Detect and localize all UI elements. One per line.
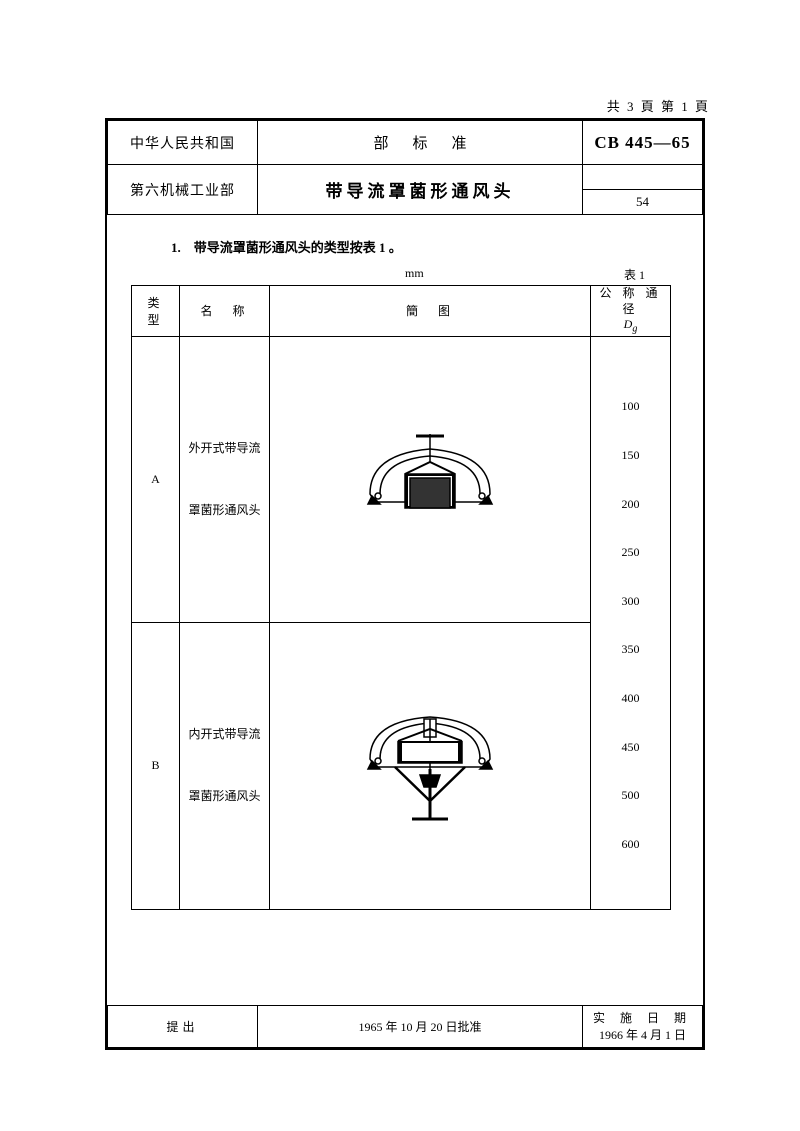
table-row: A 外开式带导流 罩菌形通风头: [132, 336, 671, 623]
name-a: 外开式带导流 罩菌形通风头: [180, 336, 270, 623]
eff-date: 1966 年 4 月 1 日: [599, 1028, 686, 1042]
header-empty: [583, 165, 703, 190]
dg-values-list: 100 150 200 250 300 350 400 450 500 600: [591, 337, 670, 909]
intro-text: 1. 带导流罩菌形通风头的类型按表 1 。: [171, 237, 685, 256]
dg-value: 450: [591, 740, 670, 755]
type-a: A: [132, 336, 180, 623]
dg-label: 公 称 通 径: [599, 286, 661, 316]
footer-block: 提出 1965 年 10 月 20 日批准 实 施 日 期 1966 年 4 月…: [107, 1005, 703, 1048]
th-type: 类 型: [132, 286, 180, 337]
footer-effective: 实 施 日 期 1966 年 4 月 1 日: [583, 1006, 703, 1048]
standard-label: 部标准: [258, 121, 583, 165]
unit-label: mm: [405, 266, 424, 283]
type-b: B: [132, 623, 180, 910]
page-info: 共 3 頁 第 1 頁: [607, 96, 710, 115]
table-caption: 表 1: [624, 266, 645, 283]
name-b-2: 罩菌形通风头: [188, 789, 260, 803]
table-header-row: 类 型 名 称 簡 图 公 称 通 径 Dg: [132, 286, 671, 337]
dg-value: 200: [591, 497, 670, 512]
sub-code: 54: [583, 190, 703, 215]
issuer-line2: 第六机械工业部: [108, 165, 258, 215]
eff-label: 实 施 日 期: [593, 1011, 692, 1025]
page-total: 3: [627, 99, 636, 114]
dg-value: 600: [591, 837, 670, 852]
dg-values-cell: 100 150 200 250 300 350 400 450 500 600: [591, 336, 671, 909]
vent-diagram-a-icon: [350, 424, 510, 534]
name-b-1: 内开式带导流: [188, 727, 260, 741]
diagram-a: [270, 336, 591, 623]
name-b: 内开式带导流 罩菌形通风头: [180, 623, 270, 910]
page-current: 1: [681, 99, 690, 114]
standard-code: CB 445—65: [583, 121, 703, 165]
dg-sub: g: [632, 324, 637, 335]
dg-value: 300: [591, 594, 670, 609]
header-block: 中华人民共和国 部标准 CB 445—65 第六机械工业部 带导流罩菌形通风头 …: [107, 120, 703, 215]
unit-row: mm 表 1: [425, 266, 685, 283]
body-area: 1. 带导流罩菌形通风头的类型按表 1 。 mm 表 1 类 型 名 称 簡 图…: [107, 215, 703, 1005]
th-diagram: 簡 图: [270, 286, 591, 337]
document-frame: 中华人民共和国 部标准 CB 445—65 第六机械工业部 带导流罩菌形通风头 …: [105, 118, 705, 1050]
table-row: B 内开式带导流 罩菌形通风头: [132, 623, 671, 910]
diagram-b: [270, 623, 591, 910]
type-table: 类 型 名 称 簡 图 公 称 通 径 Dg A 外开式带导流 罩菌形通风头: [131, 285, 671, 910]
dg-value: 500: [591, 788, 670, 803]
dg-value: 350: [591, 642, 670, 657]
page-label: 頁 第: [641, 99, 676, 114]
name-a-2: 罩菌形通风头: [188, 503, 260, 517]
dg-value: 150: [591, 448, 670, 463]
vent-diagram-b-icon: [350, 701, 510, 831]
dg-value: 250: [591, 545, 670, 560]
th-dg: 公 称 通 径 Dg: [591, 286, 671, 337]
name-a-1: 外开式带导流: [188, 441, 260, 455]
footer-approved: 1965 年 10 月 20 日批准: [258, 1006, 583, 1048]
th-name: 名 称: [180, 286, 270, 337]
dg-value: 400: [591, 691, 670, 706]
page-suffix: 頁: [695, 99, 710, 114]
document-title: 带导流罩菌形通风头: [258, 165, 583, 215]
page-total-label: 共: [607, 99, 622, 114]
issuer-line1: 中华人民共和国: [108, 121, 258, 165]
footer-proposed: 提出: [108, 1006, 258, 1048]
dg-value: 100: [591, 399, 670, 414]
